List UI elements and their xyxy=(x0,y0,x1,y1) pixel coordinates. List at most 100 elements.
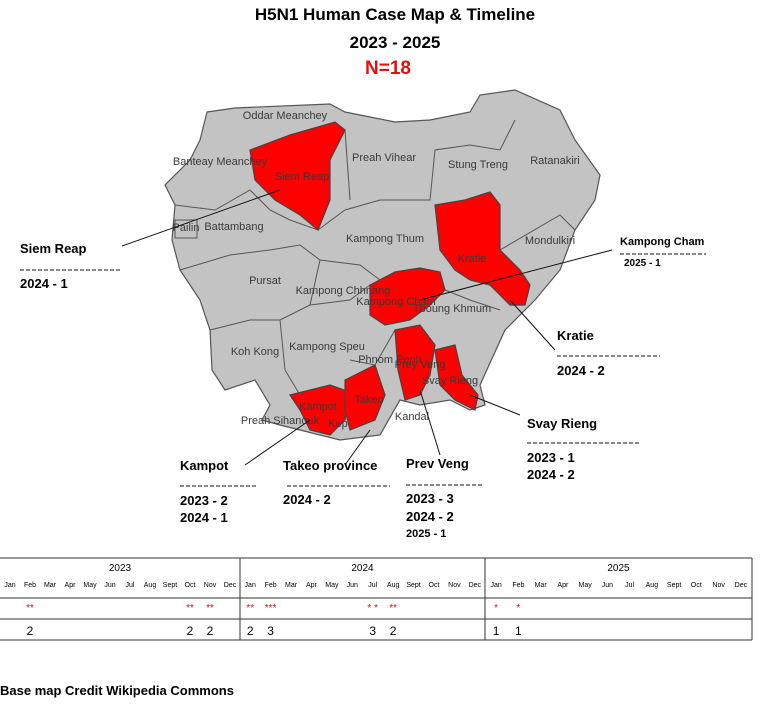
leader-line xyxy=(419,389,441,456)
month-label: Aug xyxy=(646,582,659,589)
month-label: Jul xyxy=(625,582,634,589)
province-label: Tboung Khmum xyxy=(413,303,491,315)
total-count: N=18 xyxy=(365,58,411,79)
case-stars: ** xyxy=(389,603,397,614)
footer-credit: Base map Credit Wikipedia Commons xyxy=(0,683,234,698)
case-count: 1 xyxy=(515,624,522,638)
month-label: Mar xyxy=(44,582,57,589)
month-label: Nov xyxy=(204,582,217,589)
case-stars: ** xyxy=(246,603,254,614)
month-label: Sept xyxy=(667,582,681,589)
callout-title: Siem Reap xyxy=(20,241,87,256)
year-header: 2025 xyxy=(607,563,630,574)
case-stars: ** xyxy=(186,603,194,614)
month-label: Jan xyxy=(245,582,256,589)
case-stars: * xyxy=(516,603,520,614)
callout-value: 2023 - 3 xyxy=(406,491,454,506)
leader-line xyxy=(419,249,613,301)
month-label: Sept xyxy=(406,582,420,589)
province-label: Oddar Meanchey xyxy=(243,110,328,122)
month-label: Jul xyxy=(368,582,377,589)
province-border xyxy=(279,319,301,396)
month-label: Dec xyxy=(469,582,482,589)
leader-line xyxy=(244,419,311,466)
province-label: Kampong Cham xyxy=(356,296,436,308)
month-label: Apr xyxy=(306,582,318,589)
province-label: Banteay Meanchey xyxy=(173,156,268,168)
month-label: Apr xyxy=(65,582,77,589)
month-label: Jun xyxy=(602,582,613,589)
callout-value: 2024 - 1 xyxy=(20,276,68,291)
month-label: Dec xyxy=(224,582,237,589)
province-label: Kampot xyxy=(299,401,337,413)
province-label: Prey Veng xyxy=(395,359,446,371)
callout-value: 2025 - 1 xyxy=(406,528,446,540)
province-label: Ratanakiri xyxy=(530,155,580,167)
callout-title: Takeo province xyxy=(283,458,377,473)
callout-value: 2024 - 2 xyxy=(406,509,454,524)
case-stars: ** xyxy=(206,603,214,614)
month-label: Jun xyxy=(104,582,115,589)
callout-title: Kampot xyxy=(180,458,229,473)
callout-value: 2024 - 2 xyxy=(557,363,605,378)
month-label: Jun xyxy=(347,582,358,589)
province-label: Preah Vihear xyxy=(352,152,416,164)
month-label: Nov xyxy=(448,582,461,589)
leader-line xyxy=(344,429,371,466)
province-label: Pailin xyxy=(173,222,200,234)
province-border xyxy=(309,259,321,306)
subtitle: 2023 - 2025 xyxy=(350,33,441,52)
leader-line xyxy=(121,189,281,247)
province-label: Koh Kong xyxy=(231,346,279,358)
case-count: 2 xyxy=(187,624,194,638)
province-border xyxy=(344,129,351,201)
month-label: Feb xyxy=(265,582,277,589)
province-label: Takeo xyxy=(354,394,383,406)
province-highlight xyxy=(344,364,386,431)
province-label: Kratie xyxy=(458,253,487,265)
case-stars: *** xyxy=(265,603,277,614)
case-stars: * xyxy=(494,603,498,614)
case-count: 2 xyxy=(27,624,34,638)
leader-line xyxy=(469,394,521,416)
callout-title: Kratie xyxy=(557,328,594,343)
year-header: 2023 xyxy=(109,563,132,574)
case-stars: ** xyxy=(26,603,34,614)
province-label: Kampong Speu xyxy=(289,341,365,353)
case-count: 2 xyxy=(247,624,254,638)
province-label: Stung Treng xyxy=(448,159,508,171)
province-label: Battambang xyxy=(204,221,263,233)
case-count: 3 xyxy=(267,624,274,638)
month-label: Mar xyxy=(285,582,298,589)
province-label: Kep xyxy=(328,418,348,430)
province-highlight xyxy=(394,324,436,401)
month-label: Oct xyxy=(185,582,196,589)
case-count: 1 xyxy=(493,624,500,638)
year-header: 2024 xyxy=(351,563,374,574)
province-label: Kampong Thum xyxy=(346,233,424,245)
province-highlight xyxy=(369,267,446,326)
month-label: Sept xyxy=(163,582,177,589)
callout-value: 2023 - 1 xyxy=(527,450,575,465)
callout-value: 2024 - 2 xyxy=(527,467,575,482)
callout-value: 2023 - 2 xyxy=(180,493,228,508)
month-label: May xyxy=(579,582,593,589)
month-label: Oct xyxy=(429,582,440,589)
month-label: Feb xyxy=(24,582,36,589)
callouts: Siem Reap 2024 - 1 Kampong Cham 2025 - 1 Kra… xyxy=(20,189,706,540)
month-label: Aug xyxy=(387,582,400,589)
province-label: Phnom Penh xyxy=(358,354,422,366)
province-label: Kandal xyxy=(395,411,429,423)
month-label: May xyxy=(83,582,97,589)
province-label: Preah Sihanouk xyxy=(241,415,320,427)
month-label: Jan xyxy=(4,582,15,589)
province-highlight xyxy=(434,191,531,306)
title: H5N1 Human Case Map & Timeline xyxy=(255,5,535,24)
province-border xyxy=(444,289,501,311)
leader-line xyxy=(509,299,556,351)
province-label: Siem Reap xyxy=(275,171,329,183)
province-highlight xyxy=(434,344,479,411)
